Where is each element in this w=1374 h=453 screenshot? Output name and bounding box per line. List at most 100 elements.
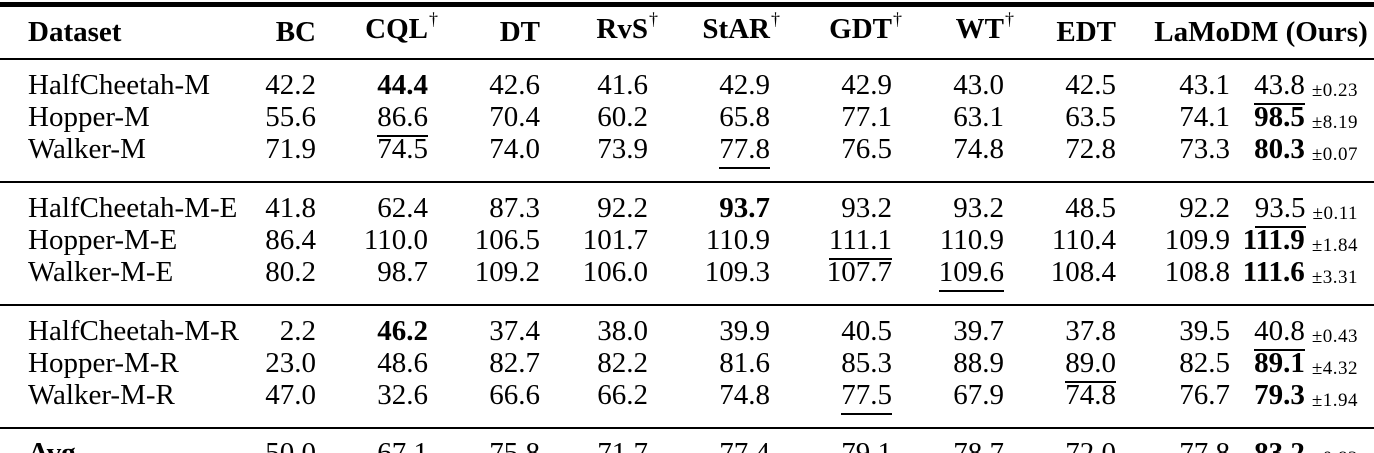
- metric-cell-bc: 47.0: [230, 381, 316, 428]
- metric-value: 92.2: [1179, 192, 1230, 224]
- metric-value: 41.6: [597, 69, 648, 101]
- metric-value: 110.9: [705, 224, 770, 256]
- metric-cell-dm: 93.5 ±0.11: [1230, 182, 1374, 228]
- metric-cell-cql: 86.6: [316, 101, 428, 137]
- metric-value: 70.4: [489, 101, 540, 133]
- metric-cell-dt: 66.6: [428, 381, 540, 428]
- col-header-label: DM (Ours): [1230, 16, 1368, 48]
- metric-value: 93.2: [841, 192, 892, 224]
- table-row: Walker-M-R 47.0 32.6 66.6 66.2 74.8 77.5 67.9 74…: [0, 379, 1374, 428]
- metric-cell-dt: 82.7: [428, 349, 540, 381]
- metric-cell-edt: 89.0: [1004, 347, 1116, 383]
- metric-cell-lamo: 74.1: [1116, 103, 1230, 135]
- metric-value: 65.8: [719, 101, 770, 133]
- metric-cell-gdt: 40.5: [770, 305, 892, 349]
- metric-cell-dm: 79.3 ±1.94: [1230, 381, 1374, 428]
- metric-cell-dt: 42.6: [428, 59, 540, 103]
- col-header-label: StAR: [702, 13, 770, 45]
- table-row: Walker-M-E 80.2 98.7 109.2 106.0 109.3 107.7 10…: [0, 256, 1374, 305]
- table-row: Hopper-M-E 86.4 110.0 106.5 101.7 110.9 111.1 1…: [0, 224, 1374, 260]
- metric-cell-dt: 87.3: [428, 182, 540, 226]
- col-header-dt: DT: [428, 5, 540, 60]
- metric-value: 46.2: [377, 315, 428, 347]
- metric-value: 109.3: [704, 256, 770, 288]
- metric-cell-cql: 98.7: [316, 258, 428, 305]
- metric-value: 89.0: [1065, 347, 1116, 383]
- metric-value: 48.5: [1065, 192, 1116, 224]
- metric-value: 86.4: [265, 224, 316, 256]
- metric-value: 43.8: [1254, 69, 1305, 105]
- metric-value: 82.2: [597, 347, 648, 379]
- metric-value: 80.3: [1254, 133, 1305, 165]
- col-header-label: LaMo: [1154, 16, 1230, 48]
- stddev-value: ±4.32: [1311, 358, 1358, 379]
- metric-value: 74.8: [1065, 379, 1116, 411]
- col-header-label: RvS: [596, 13, 648, 45]
- metric-value: 71.7: [597, 437, 648, 453]
- metric-cell-wt: 74.8: [892, 135, 1004, 182]
- metric-value: 109.9: [1164, 224, 1230, 256]
- metric-cell-bc: 86.4: [230, 226, 316, 258]
- metric-cell-dt: 74.0: [428, 135, 540, 182]
- metric-cell-star: 42.9: [648, 59, 770, 103]
- metric-value: 39.9: [719, 315, 770, 347]
- metric-cell-lamo: 108.8: [1116, 258, 1230, 305]
- metric-value: 77.8: [719, 133, 770, 169]
- metric-value: 72.8: [1065, 133, 1116, 165]
- metric-value: 98.5: [1254, 101, 1305, 133]
- metric-cell-wt: 63.1: [892, 103, 1004, 135]
- dataset-cell: Walker-M-R: [28, 379, 175, 411]
- table-row: Avg. 50.0 67.1 75.8 71.7 77.4 79.1 78.7 72.0 77.8…: [0, 428, 1374, 453]
- table-row: HalfCheetah-M-E 41.8 62.4 87.3 92.2 93.7 93.2 9…: [0, 182, 1374, 228]
- metric-cell-rvs: 41.6: [540, 59, 648, 103]
- metric-cell-lamo: 77.8: [1116, 428, 1230, 453]
- metric-value: 111.9: [1242, 224, 1305, 256]
- metric-value: 67.9: [953, 379, 1004, 411]
- metric-cell-edt: 72.8: [1004, 135, 1116, 182]
- metric-value: 83.2: [1254, 437, 1305, 453]
- metric-cell-star: 39.9: [648, 305, 770, 349]
- metric-value: 42.6: [489, 69, 540, 101]
- metric-cell-rvs: 38.0: [540, 305, 648, 349]
- metric-cell-dm: 89.1 ±4.32: [1230, 349, 1374, 381]
- metric-cell-dt: 106.5: [428, 226, 540, 258]
- col-header-label: BC: [275, 16, 316, 48]
- metric-value: 93.2: [953, 192, 1004, 224]
- metric-value: 39.5: [1179, 315, 1230, 347]
- metric-cell-star: 81.6: [648, 349, 770, 381]
- metric-cell-dm: 111.9 ±1.84: [1230, 226, 1374, 258]
- dataset-cell: Avg.: [28, 437, 84, 453]
- metric-value: 66.6: [489, 379, 540, 411]
- metric-value: 77.8: [1179, 437, 1230, 453]
- metric-cell-bc: 42.2: [230, 59, 316, 103]
- metric-cell-wt: 67.9: [892, 381, 1004, 428]
- metric-value: 107.7: [826, 256, 892, 288]
- metric-value: 44.4: [377, 69, 428, 101]
- metric-cell-edt: 48.5: [1004, 182, 1116, 226]
- metric-cell-wt: 110.9: [892, 226, 1004, 258]
- header-row: Dataset BC CQL† DT RvS† StAR† GDT† WT† EDT LaMo DM…: [0, 5, 1374, 60]
- col-header-star: StAR†: [702, 9, 780, 45]
- metric-value: 110.9: [939, 224, 1004, 256]
- metric-value: 41.8: [265, 192, 316, 224]
- metric-cell-lamo: 92.2: [1116, 182, 1230, 226]
- col-header-label: GDT: [829, 13, 892, 45]
- metric-cell-edt: 42.5: [1004, 59, 1116, 103]
- metric-value: 74.5: [377, 133, 428, 165]
- metric-cell-lamo: 43.1: [1116, 59, 1230, 103]
- metric-value: 63.1: [953, 101, 1004, 133]
- metric-value: 23.0: [265, 347, 316, 379]
- table-row: HalfCheetah-M 42.2 44.4 42.6 41.6 42.9 42.9 43.…: [0, 59, 1374, 105]
- metric-value: 72.0: [1065, 437, 1116, 453]
- metric-cell-star: 93.7: [648, 182, 770, 226]
- metric-cell-rvs: 60.2: [540, 103, 648, 135]
- metric-cell-cql: 110.0: [316, 226, 428, 258]
- col-header-rvs: RvS†: [596, 9, 658, 45]
- metric-cell-gdt: 77.1: [770, 103, 892, 135]
- metric-value: 98.7: [377, 256, 428, 288]
- metric-cell-dt: 75.8: [428, 428, 540, 453]
- metric-cell-dm: 43.8 ±0.23: [1230, 59, 1374, 105]
- group-medium: HalfCheetah-M 42.2 44.4 42.6 41.6 42.9 42.9 43.…: [0, 59, 1374, 182]
- metric-cell-dm: 98.5 ±8.19: [1230, 103, 1374, 135]
- metric-value: 38.0: [597, 315, 648, 347]
